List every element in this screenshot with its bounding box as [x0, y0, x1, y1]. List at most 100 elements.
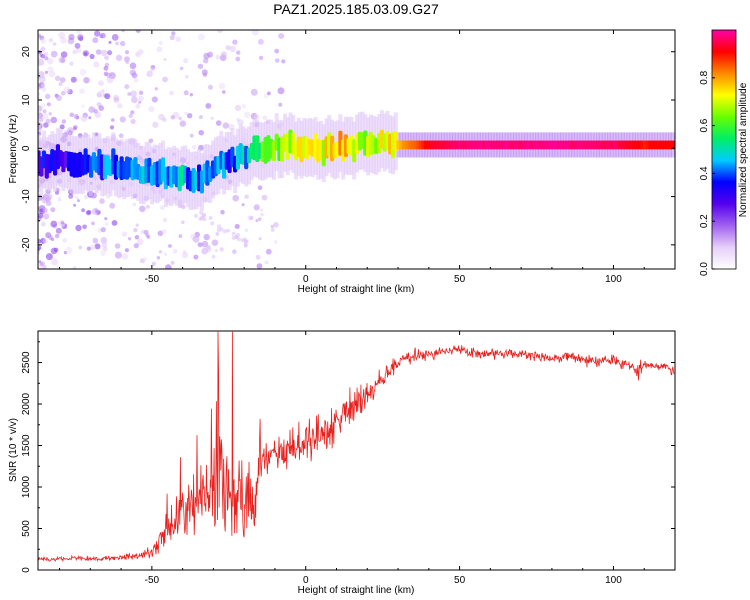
noise-cell — [40, 83, 46, 89]
noise-cell — [115, 54, 123, 61]
noise-cell — [278, 102, 283, 107]
noise-cell — [255, 219, 259, 223]
noise-cell — [100, 237, 108, 244]
ridge-cell — [557, 140, 562, 150]
noise-cell — [211, 239, 219, 246]
ridge-cell — [421, 140, 426, 150]
noise-cell — [41, 87, 47, 92]
ridge-cell — [534, 140, 540, 150]
noise-cell — [41, 112, 49, 120]
noise-cell — [98, 80, 104, 87]
ridge-cell — [573, 140, 578, 150]
ridge-cell — [490, 140, 495, 150]
ridge-cell — [438, 140, 443, 150]
noise-cell — [80, 115, 88, 122]
noise-cell — [108, 40, 112, 44]
noise-cell — [236, 233, 240, 237]
noise-cell — [163, 252, 168, 256]
noise-cell — [130, 118, 136, 125]
ridge-cell — [457, 140, 462, 150]
y-tick-label: 10 — [21, 94, 32, 106]
noise-cell — [54, 234, 60, 239]
noise-cell — [48, 37, 54, 43]
ridge-cell — [413, 140, 418, 150]
noise-cell — [258, 237, 262, 241]
noise-cell — [91, 207, 99, 215]
noise-cell — [198, 216, 203, 221]
noise-cell — [73, 114, 79, 119]
noise-cell — [165, 264, 172, 269]
snr-series-line — [38, 331, 675, 563]
ridge-cell — [518, 140, 523, 150]
noise-cell — [60, 51, 68, 58]
ridge-cell — [659, 140, 664, 150]
noise-cell — [40, 221, 46, 227]
noise-cell — [171, 31, 176, 36]
ridge-cell — [665, 140, 670, 150]
noise-cell — [152, 121, 159, 128]
ridge-cell — [526, 140, 531, 150]
ridge-cell — [449, 140, 454, 150]
ridge-cell — [637, 140, 642, 150]
snr-y-axis-label: SNR (10 * v/v) — [8, 418, 19, 482]
noise-cell — [38, 212, 44, 219]
noise-cell — [50, 116, 58, 124]
noise-cell — [102, 246, 108, 252]
noise-cell — [232, 194, 239, 202]
noise-cell — [259, 208, 264, 212]
noise-cell — [103, 71, 109, 77]
snr-background — [38, 331, 675, 570]
ridge-cell — [493, 140, 498, 150]
noise-cell — [51, 258, 59, 266]
noise-cell — [59, 124, 65, 130]
noise-cell — [118, 133, 124, 138]
noise-cell — [91, 221, 95, 226]
noise-cell — [182, 252, 188, 259]
noise-cell — [158, 250, 163, 254]
noise-cell — [181, 220, 185, 224]
noise-cell — [42, 207, 48, 213]
noise-cell — [236, 117, 240, 122]
ridge-cell — [407, 140, 412, 150]
ridge-cell — [512, 140, 517, 150]
noise-cell — [235, 56, 241, 62]
noise-cell — [208, 216, 213, 220]
noise-cell — [69, 61, 74, 66]
noise-cell — [219, 248, 223, 252]
noise-cell — [88, 106, 95, 113]
x-tick-label: 0 — [303, 274, 309, 285]
noise-cell — [135, 30, 141, 33]
noise-cell — [106, 76, 114, 84]
y-tick-label: -20 — [21, 237, 32, 252]
ridge-cell — [404, 140, 409, 150]
ridge-cell — [429, 140, 434, 150]
noise-cell — [189, 133, 194, 138]
noise-cell — [38, 238, 41, 244]
colorbar-tick-label: 0.4 — [699, 166, 710, 180]
noise-cell — [89, 53, 95, 60]
ridge-cell — [471, 140, 476, 150]
noise-cell — [109, 125, 115, 130]
noise-cell — [58, 56, 66, 64]
noise-cell — [178, 234, 183, 239]
noise-cell — [236, 237, 241, 242]
noise-cell — [193, 254, 199, 260]
noise-cell — [131, 72, 138, 79]
ridge-cell — [651, 140, 656, 150]
ridge-cell — [606, 140, 612, 150]
ridge-cell — [623, 140, 628, 150]
noise-cell — [43, 122, 49, 128]
noise-cell — [263, 93, 269, 99]
ridge-cell — [496, 140, 501, 150]
noise-cell — [67, 127, 74, 134]
noise-cell — [240, 238, 245, 243]
noise-cell — [79, 88, 85, 94]
snr-frame — [37, 330, 676, 571]
noise-cell — [262, 115, 268, 121]
noise-cell — [135, 52, 141, 58]
ridge-cell — [604, 140, 609, 150]
noise-cell — [184, 111, 188, 116]
noise-cell — [38, 194, 43, 201]
y-tick-label: 20 — [21, 46, 32, 58]
noise-cell — [88, 116, 92, 120]
